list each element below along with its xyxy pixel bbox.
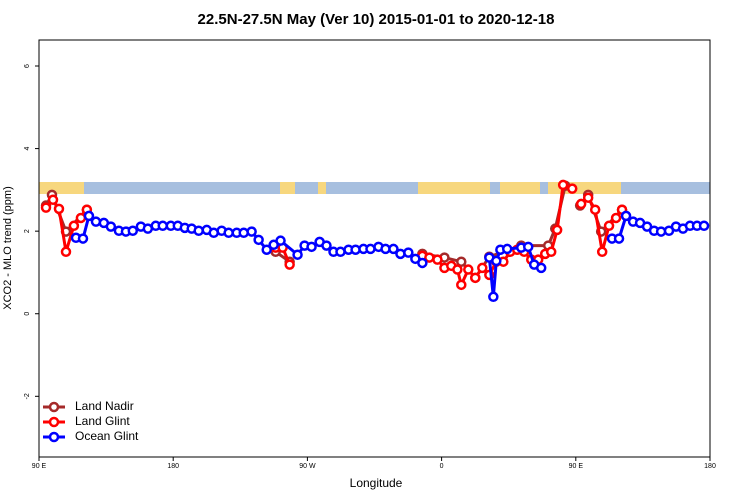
point — [456, 256, 467, 267]
point — [551, 224, 563, 236]
x-tick-label: 90 W — [299, 463, 316, 470]
point — [603, 220, 615, 232]
point — [75, 212, 87, 224]
point — [557, 179, 569, 191]
point — [127, 225, 139, 236]
point — [522, 241, 534, 253]
point — [365, 243, 376, 255]
x-tick-label: 90 E — [569, 463, 584, 470]
point — [90, 216, 102, 227]
point — [463, 264, 474, 275]
point — [566, 183, 578, 194]
point — [40, 202, 52, 213]
x-tick-label: 180 — [167, 463, 179, 470]
point — [388, 243, 399, 255]
point — [68, 220, 80, 232]
x-axis-label: Longitude — [350, 476, 403, 490]
point — [535, 262, 547, 274]
point — [157, 220, 169, 232]
x-tick-label: 180 — [704, 463, 716, 470]
point — [335, 246, 346, 258]
point — [246, 226, 257, 237]
y-tick-label: 4 — [24, 147, 31, 151]
land-band — [500, 182, 540, 194]
chart-title: 22.5N-27.5N May (Ver 10) 2015-01-01 to 2… — [198, 11, 555, 28]
point — [613, 233, 625, 244]
map-strip — [39, 182, 710, 194]
plot-frame — [38, 39, 711, 458]
y-tick-label: 2 — [24, 229, 31, 233]
land-band — [318, 182, 326, 194]
y-axis-label: XCO2 - MLO trend (ppm) — [2, 186, 14, 309]
land-band — [418, 182, 490, 194]
point — [417, 257, 428, 269]
point — [610, 212, 622, 224]
point — [253, 234, 264, 246]
point — [261, 244, 272, 255]
point — [321, 240, 332, 251]
point — [596, 246, 608, 258]
point — [501, 243, 513, 255]
point — [452, 264, 463, 275]
point — [77, 233, 89, 244]
legend-marker — [48, 401, 60, 413]
legend-label: Land Glint — [75, 414, 130, 428]
point — [545, 246, 557, 258]
point — [306, 241, 317, 253]
point — [53, 203, 65, 215]
point — [105, 221, 117, 232]
legend-marker — [48, 431, 60, 443]
point — [403, 247, 414, 258]
point — [432, 254, 443, 265]
y-tick-label: 6 — [24, 64, 31, 68]
point — [582, 192, 594, 203]
point — [477, 262, 488, 274]
y-tick-label: 0 — [24, 312, 31, 316]
point — [83, 210, 95, 222]
point — [698, 220, 710, 232]
point — [284, 259, 295, 270]
land-band — [280, 182, 295, 194]
ocean-band — [39, 182, 710, 194]
point — [47, 194, 59, 206]
point — [292, 249, 303, 260]
point — [223, 227, 234, 239]
legend-label: Land Nadir — [75, 399, 134, 413]
point — [275, 235, 286, 246]
point — [575, 198, 587, 210]
point — [488, 291, 499, 303]
legend-marker — [48, 416, 60, 428]
point — [589, 204, 601, 215]
legend-label: Ocean Glint — [75, 429, 139, 443]
point — [470, 272, 481, 284]
point — [620, 210, 632, 222]
land-band — [39, 182, 84, 194]
point — [60, 246, 72, 258]
point — [491, 255, 502, 267]
point — [456, 279, 467, 291]
x-tick-label: 0 — [440, 463, 444, 470]
y-tick-label: -2 — [24, 393, 31, 399]
point — [238, 227, 249, 239]
point — [193, 225, 204, 236]
point — [395, 248, 406, 260]
x-tick-label: 90 E — [32, 463, 47, 470]
